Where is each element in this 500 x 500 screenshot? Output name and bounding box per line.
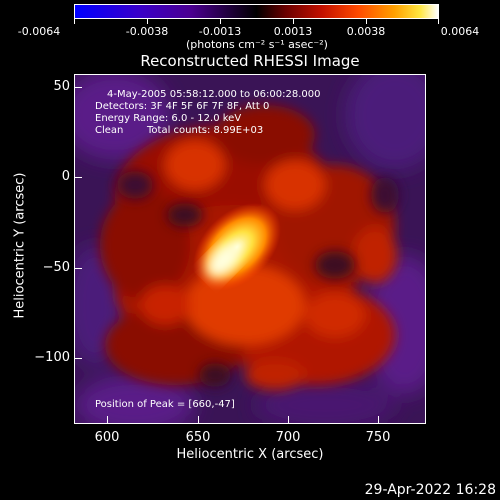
rhessi-image [75, 75, 425, 423]
colorbar-tick [147, 19, 148, 24]
time-range-annotation: 4-May-2005 05:58:12.000 to 06:00:28.000 [107, 89, 321, 100]
y-tick-label: 50 [53, 79, 70, 94]
y-tick [74, 358, 82, 359]
detectors-annotation: Detectors: 3F 4F 5F 6F 7F 8F, Att 0 [95, 101, 270, 112]
y-tick [74, 268, 82, 269]
y-axis-label: Heliocentric Y (arcsec) [12, 172, 28, 319]
y-tick-label: 0 [61, 169, 70, 184]
x-tick-label: 650 [185, 430, 211, 445]
colorbar [74, 4, 439, 19]
colorbar-tick-label: -0.0013 [198, 25, 242, 38]
colorbar-tick [293, 19, 294, 24]
x-tick [378, 416, 379, 424]
colorbar-tick-label: 0.0038 [346, 25, 386, 38]
y-tick [74, 177, 82, 178]
x-axis-label: Heliocentric X (arcsec) [176, 447, 324, 462]
colorbar-tick-label: 0.0013 [273, 25, 313, 38]
energy-annotation: Energy Range: 6.0 - 12.0 keV [95, 113, 242, 124]
x-tick-label: 700 [275, 430, 301, 445]
peak-position-annotation: Position of Peak = [660,-47] [95, 399, 235, 410]
x-tick [107, 416, 108, 424]
dark-gaps [117, 171, 399, 387]
x-tick-label: 750 [365, 430, 391, 445]
colorbar-tick-label: 0.0064 [440, 25, 480, 38]
method-annotation: Clean [95, 125, 124, 136]
image-plot: 4-May-2005 05:58:12.000 to 06:00:28.000 … [74, 74, 426, 424]
colorbar-tick-label: -0.0038 [125, 25, 169, 38]
y-tick [74, 87, 82, 88]
x-tick [288, 416, 289, 424]
colorbar-tick [220, 19, 221, 24]
colorbar-tick [438, 19, 439, 24]
y-tick-label: −50 [42, 260, 70, 275]
colorbar-tick [74, 19, 75, 24]
y-tick-label: −100 [34, 350, 70, 365]
total-counts-annotation: Total counts: 8.99E+03 [147, 125, 264, 136]
plot-title: Reconstructed RHESSI Image [140, 52, 360, 70]
x-tick-label: 600 [94, 430, 120, 445]
footer-timestamp: 29-Apr-2022 16:28 [364, 482, 496, 498]
peak-source [193, 203, 281, 291]
x-tick [198, 416, 199, 424]
colorbar-units: (photons cm⁻² s⁻¹ asec⁻²) [186, 38, 328, 51]
low-emission-regions [75, 75, 425, 423]
colorbar-tick-label: -0.0064 [17, 25, 61, 38]
colorbar-tick [366, 19, 367, 24]
